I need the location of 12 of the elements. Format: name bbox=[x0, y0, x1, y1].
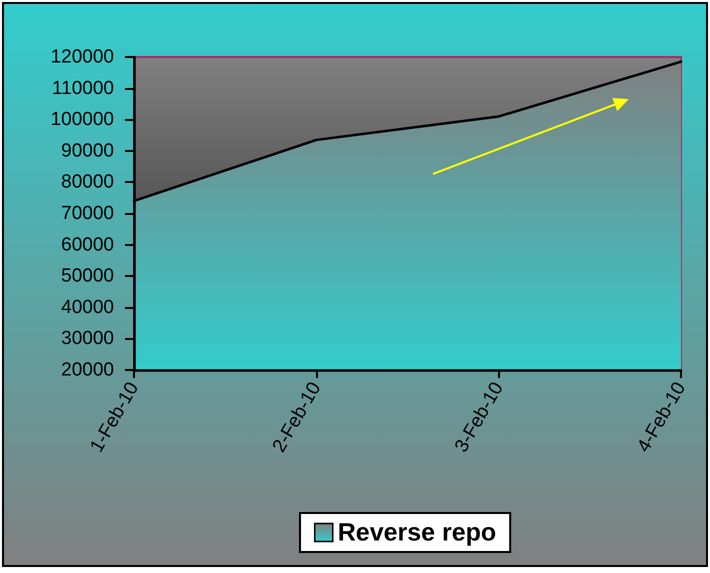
y-tick-label: 100000 bbox=[50, 109, 114, 130]
y-tick-label: 120000 bbox=[50, 46, 114, 68]
y-tick-label: 70000 bbox=[61, 203, 114, 224]
y-tick-label: 60000 bbox=[61, 234, 114, 256]
y-tick-label: 30000 bbox=[61, 328, 114, 350]
legend-label: Reverse repo bbox=[338, 518, 496, 546]
y-tick-label: 90000 bbox=[61, 140, 114, 162]
y-tick-label: 20000 bbox=[61, 360, 114, 380]
y-tick-label: 50000 bbox=[61, 266, 114, 287]
y-tick-label: 110000 bbox=[52, 78, 114, 99]
y-tick-label: 40000 bbox=[61, 296, 114, 318]
y-tick-label: 80000 bbox=[61, 172, 114, 193]
